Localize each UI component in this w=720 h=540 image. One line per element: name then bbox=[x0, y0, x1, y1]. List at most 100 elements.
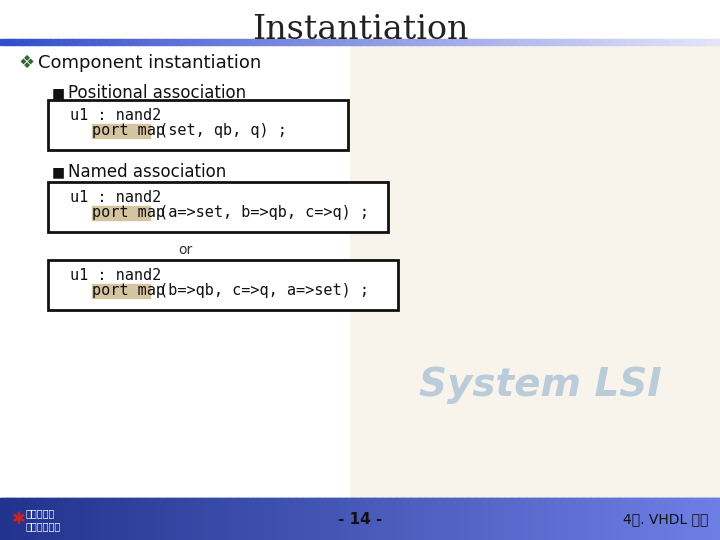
Bar bbox=[540, 498, 548, 540]
Bar bbox=[346, 498, 354, 540]
Bar bbox=[92, 284, 150, 298]
Bar bbox=[475, 498, 483, 540]
Bar bbox=[698, 498, 706, 540]
Text: u1 : nand2: u1 : nand2 bbox=[70, 190, 161, 205]
Bar bbox=[598, 39, 606, 45]
Bar bbox=[490, 39, 498, 45]
Bar bbox=[122, 498, 130, 540]
Bar bbox=[670, 498, 678, 540]
Bar bbox=[0, 39, 8, 45]
Bar bbox=[526, 39, 534, 45]
Bar bbox=[317, 39, 325, 45]
Bar bbox=[245, 39, 253, 45]
Bar bbox=[151, 39, 159, 45]
Bar bbox=[446, 39, 454, 45]
Bar bbox=[396, 39, 404, 45]
Bar bbox=[22, 498, 30, 540]
Bar bbox=[94, 498, 102, 540]
Bar bbox=[511, 39, 519, 45]
Bar bbox=[569, 498, 577, 540]
Bar bbox=[389, 39, 397, 45]
Bar bbox=[360, 498, 368, 540]
Text: - 14 -: - 14 - bbox=[338, 511, 382, 526]
Bar bbox=[324, 498, 332, 540]
Text: Instantiation: Instantiation bbox=[252, 14, 468, 46]
Bar bbox=[43, 39, 51, 45]
Bar bbox=[158, 39, 166, 45]
Bar bbox=[504, 39, 512, 45]
Bar bbox=[418, 39, 426, 45]
Bar bbox=[302, 498, 310, 540]
Bar bbox=[641, 498, 649, 540]
Bar bbox=[295, 39, 303, 45]
Bar bbox=[14, 498, 22, 540]
Bar bbox=[468, 498, 476, 540]
Bar bbox=[662, 498, 670, 540]
Bar bbox=[230, 39, 238, 45]
Bar bbox=[173, 39, 181, 45]
Bar bbox=[79, 39, 87, 45]
Bar bbox=[583, 39, 591, 45]
Bar bbox=[310, 498, 318, 540]
Bar bbox=[446, 498, 454, 540]
Text: Named association: Named association bbox=[68, 163, 226, 181]
Bar bbox=[346, 39, 354, 45]
Bar bbox=[187, 39, 195, 45]
Bar bbox=[533, 39, 541, 45]
Bar bbox=[605, 39, 613, 45]
Bar bbox=[655, 39, 663, 45]
Bar bbox=[173, 498, 181, 540]
Bar bbox=[706, 39, 714, 45]
Bar bbox=[662, 39, 670, 45]
Bar bbox=[454, 498, 462, 540]
Bar bbox=[58, 39, 66, 45]
Bar bbox=[281, 498, 289, 540]
Text: port map: port map bbox=[92, 124, 165, 138]
Bar bbox=[612, 39, 620, 45]
Bar bbox=[576, 39, 584, 45]
Bar bbox=[677, 498, 685, 540]
Bar bbox=[691, 498, 699, 540]
Bar bbox=[518, 39, 526, 45]
Text: Positional association: Positional association bbox=[68, 84, 246, 102]
Bar bbox=[590, 39, 598, 45]
Bar bbox=[166, 498, 174, 540]
Bar bbox=[187, 498, 195, 540]
Bar bbox=[36, 498, 44, 540]
Bar bbox=[29, 498, 37, 540]
Bar bbox=[180, 498, 188, 540]
Bar bbox=[72, 39, 80, 45]
Bar bbox=[713, 39, 720, 45]
Bar bbox=[353, 39, 361, 45]
Bar bbox=[144, 39, 152, 45]
Bar bbox=[0, 498, 8, 540]
Bar bbox=[677, 39, 685, 45]
Bar bbox=[108, 498, 116, 540]
Bar bbox=[504, 498, 512, 540]
FancyBboxPatch shape bbox=[48, 260, 398, 310]
Text: (b=>qb, c=>q, a=>set) ;: (b=>qb, c=>q, a=>set) ; bbox=[150, 284, 369, 299]
Bar bbox=[490, 498, 498, 540]
Bar bbox=[698, 39, 706, 45]
Bar bbox=[79, 498, 87, 540]
Bar bbox=[65, 39, 73, 45]
Bar bbox=[331, 39, 339, 45]
Bar bbox=[410, 498, 418, 540]
Bar bbox=[533, 498, 541, 540]
Bar bbox=[655, 498, 663, 540]
Bar bbox=[598, 498, 606, 540]
Bar bbox=[396, 498, 404, 540]
Bar bbox=[101, 498, 109, 540]
Text: 홍충미학교: 홍충미학교 bbox=[26, 508, 55, 518]
Bar bbox=[353, 498, 361, 540]
Text: port map: port map bbox=[92, 206, 165, 220]
Bar bbox=[684, 498, 692, 540]
Bar bbox=[634, 39, 642, 45]
Bar bbox=[382, 39, 390, 45]
Text: ✱: ✱ bbox=[12, 510, 26, 528]
Bar bbox=[540, 39, 548, 45]
Bar bbox=[432, 39, 440, 45]
Bar bbox=[619, 39, 627, 45]
Bar bbox=[482, 39, 490, 45]
Bar bbox=[36, 39, 44, 45]
